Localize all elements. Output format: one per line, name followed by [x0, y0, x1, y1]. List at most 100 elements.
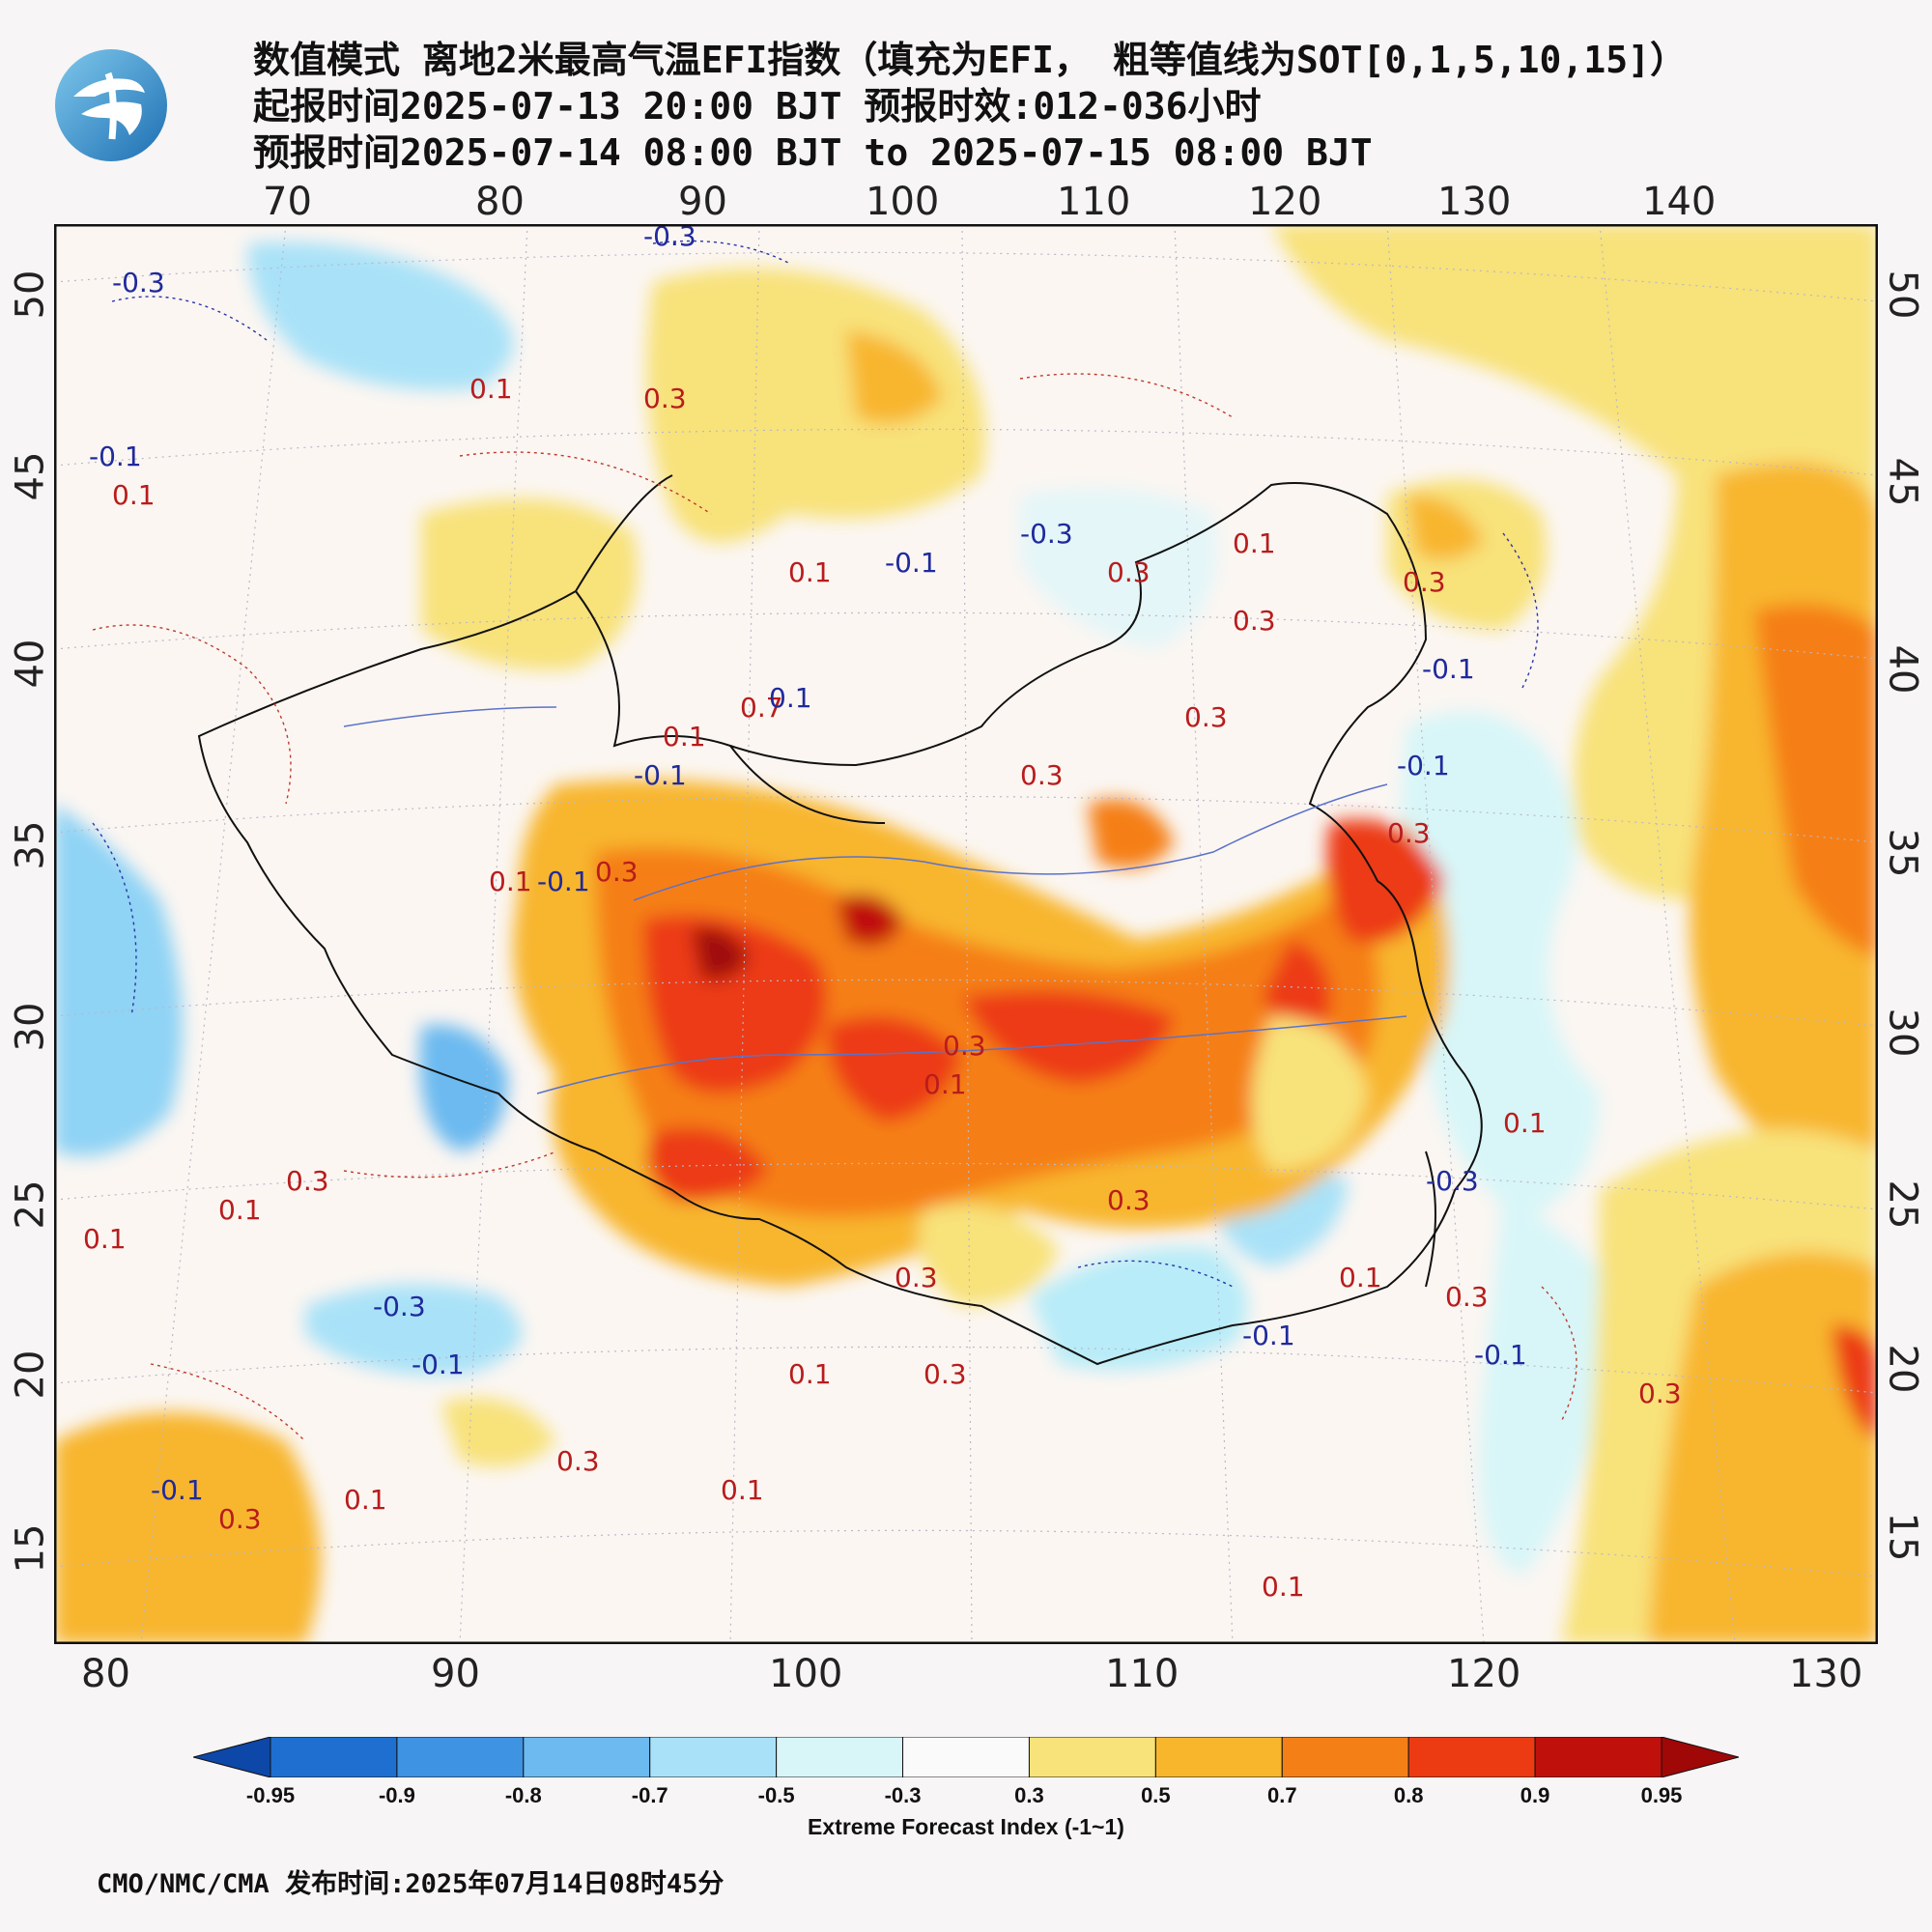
river-lines	[343, 706, 1407, 1094]
bottom-lon-tick: 130	[1789, 1652, 1863, 1696]
left-lat-tick: 20	[8, 1350, 53, 1400]
contour-label: 0.3	[1107, 1184, 1151, 1216]
contour-label: 0.3	[1638, 1378, 1682, 1409]
contour-label: 0.3	[943, 1030, 986, 1062]
colorbar-segment	[523, 1737, 651, 1777]
contour-label: 0.1	[788, 1358, 832, 1390]
top-lon-tick: 100	[866, 180, 940, 224]
cma-logo-icon	[55, 49, 167, 161]
colorbar-segment	[270, 1737, 398, 1777]
map-border	[54, 224, 1878, 1644]
bottom-lon-tick: 90	[431, 1652, 480, 1696]
bottom-lon-tick: 120	[1447, 1652, 1521, 1696]
contour-label: 0.1	[344, 1484, 387, 1516]
colorbar-tick-label: 0.9	[1520, 1783, 1550, 1807]
colorbar-segment	[1534, 1737, 1662, 1777]
colorbar-segment	[396, 1737, 525, 1777]
contour-label: 0.7	[740, 692, 783, 724]
contour-lines-positive	[92, 373, 1577, 1442]
colorbar-tick-label: 0.3	[1014, 1783, 1044, 1807]
contour-label: 0.3	[1233, 605, 1276, 637]
contour-label: -0.1	[537, 866, 590, 897]
right-lat-tick: 50	[1880, 270, 1925, 320]
contour-label: 0.1	[1233, 527, 1276, 559]
contour-label: 0.3	[923, 1358, 967, 1390]
contour-label: 0.3	[286, 1165, 329, 1197]
footer-publish-time: CMO/NMC/CMA 发布时间:2025年07月14日08时45分	[97, 1869, 724, 1899]
colorbar-max-arrow	[1661, 1737, 1739, 1777]
top-lon-tick: 130	[1437, 180, 1512, 224]
contour-label: 0.1	[721, 1474, 764, 1506]
contour-label: -0.1	[885, 547, 938, 579]
contour-label: -0.1	[89, 440, 142, 472]
colorbar-segment	[902, 1737, 1030, 1777]
contour-label: 0.3	[1184, 701, 1228, 733]
contour-label: 0.3	[643, 383, 687, 414]
contour-label: 0.1	[1339, 1262, 1382, 1293]
top-lon-tick: 70	[263, 180, 312, 224]
contour-label: 0.3	[556, 1445, 600, 1477]
contour-label: 0.3	[1020, 759, 1064, 791]
contour-label: -0.3	[1426, 1165, 1479, 1197]
efi-map: -0.3-0.30.1 0.3-0.10.1-0.1-0.3 0.10.30.3-0…	[54, 224, 1878, 1644]
contour-label: 0.1	[663, 721, 706, 753]
colorbar-tick-label: -0.9	[378, 1783, 415, 1807]
colorbar-segment	[1407, 1737, 1536, 1777]
contour-label: 0.1	[489, 866, 532, 897]
title-line-2: 起报时间2025-07-13 20:00 BJT 预报时效:012-036小时	[253, 85, 1262, 128]
left-lat-tick: 50	[8, 270, 53, 320]
contour-label: -0.3	[112, 267, 165, 298]
colorbar-tick-label: -0.95	[245, 1783, 296, 1807]
top-lon-tick: 80	[475, 180, 525, 224]
contour-label: 0.1	[788, 556, 832, 588]
contour-label: -0.1	[412, 1349, 465, 1380]
colorbar-segment	[1154, 1737, 1283, 1777]
colorbar-segment	[1281, 1737, 1409, 1777]
colorbar-tick-label: 0.7	[1266, 1783, 1297, 1807]
right-lat-tick: 45	[1880, 457, 1925, 507]
contour-label: -0.3	[373, 1291, 426, 1322]
bottom-lon-tick: 100	[769, 1652, 843, 1696]
left-lat-tick: 35	[8, 820, 53, 870]
contour-label: -0.1	[1397, 750, 1450, 781]
contour-label: 0.3	[218, 1503, 262, 1535]
left-lat-tick: 30	[8, 1002, 53, 1052]
top-lon-tick: 90	[678, 180, 727, 224]
colorbar	[193, 1737, 1739, 1777]
left-lat-tick: 45	[8, 451, 53, 501]
contour-lines-negative	[92, 240, 1539, 1288]
contour-label: -0.3	[643, 224, 696, 252]
contour-label: 0.1	[112, 479, 156, 511]
contour-label: 0.1	[1262, 1571, 1305, 1603]
contour-label: 0.1	[218, 1194, 262, 1226]
contour-label: -0.1	[1242, 1320, 1295, 1351]
bottom-lon-tick: 110	[1105, 1652, 1179, 1696]
colorbar-tick-label: -0.7	[631, 1783, 668, 1807]
left-lat-tick: 40	[8, 639, 53, 689]
right-lat-tick: 25	[1880, 1179, 1925, 1230]
contour-label: 0.3	[1403, 566, 1446, 598]
graticule	[54, 224, 1878, 1644]
efi-fill	[54, 224, 1878, 1644]
colorbar-title: Extreme Forecast Index (-1~1)	[808, 1814, 1124, 1839]
contour-label: 0.1	[83, 1223, 127, 1255]
contour-label: 0.3	[1445, 1281, 1489, 1313]
top-lon-tick: 110	[1057, 180, 1131, 224]
left-lat-tick: 25	[8, 1179, 53, 1230]
contour-label: 0.1	[1503, 1107, 1547, 1139]
top-lon-tick: 120	[1248, 180, 1322, 224]
contour-label: -0.3	[1020, 518, 1073, 550]
right-lat-tick: 15	[1880, 1512, 1925, 1562]
colorbar-segment	[649, 1737, 778, 1777]
contour-label: 0.1	[923, 1068, 967, 1100]
colorbar-tick-label: -0.8	[504, 1783, 542, 1807]
colorbar-segment	[776, 1737, 904, 1777]
colorbar-segment	[1028, 1737, 1156, 1777]
colorbar-tick-label: 0.5	[1141, 1783, 1171, 1807]
right-lat-tick: 35	[1880, 828, 1925, 878]
contour-labels: -0.3-0.30.1 0.3-0.10.1-0.1-0.3 0.10.30.3-0…	[83, 224, 1682, 1603]
contour-label: 0.1	[769, 682, 812, 714]
title-line-3: 预报时间2025-07-14 08:00 BJT to 2025-07-15 0…	[253, 131, 1373, 174]
colorbar-tick-label: -0.3	[884, 1783, 922, 1807]
contour-label: 0.3	[1107, 556, 1151, 588]
